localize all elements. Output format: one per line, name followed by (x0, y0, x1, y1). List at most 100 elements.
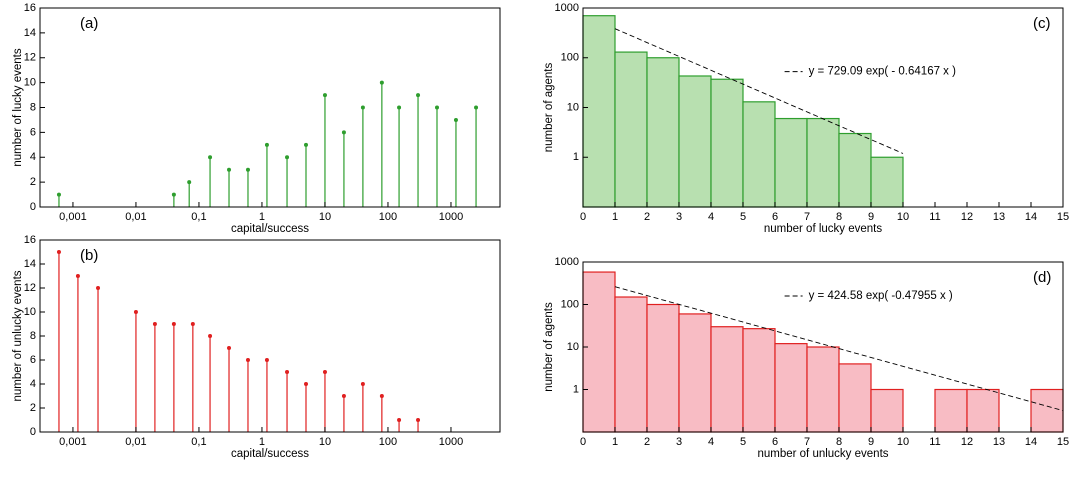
stem-dot (96, 286, 101, 290)
x-tick-label: 100 (379, 436, 397, 448)
y-tick-label: 8 (30, 330, 36, 342)
histogram-bar (678, 75, 712, 208)
stem-dot (264, 142, 269, 147)
fit-line (614, 28, 904, 154)
y-tick-label: 100 (561, 52, 579, 64)
y-tick-label: 2 (30, 402, 36, 414)
stem-dot (245, 358, 250, 362)
histogram-bar (742, 101, 776, 208)
x-tick-label: 7 (804, 436, 810, 448)
y-tick-label: 0 (30, 201, 36, 213)
stem-dot (303, 382, 308, 386)
y-axis-label: number of agents (543, 63, 555, 153)
x-tick-label: 1000 (439, 211, 463, 223)
histogram-bar (966, 388, 1000, 433)
y-tick-label: 8 (30, 101, 36, 113)
x-tick-label: 6 (772, 211, 778, 223)
stem-dot (190, 322, 195, 326)
histogram-bar (582, 15, 616, 208)
stem-dot (75, 274, 80, 278)
plot-frame (39, 239, 501, 433)
histogram-bar (646, 57, 680, 208)
x-tick-label: 15 (1057, 211, 1069, 223)
stem-dot (285, 155, 290, 160)
y-axis-label: number of unlucky events (12, 270, 24, 401)
y-tick-label: 10 (24, 77, 36, 89)
x-axis-label: capital/success (231, 448, 309, 460)
histogram-bar (774, 117, 808, 208)
y-tick-label: 16 (24, 234, 36, 246)
histogram-bar (710, 326, 744, 433)
stem-dot (303, 142, 308, 147)
fit-annotation: y = 729.09 exp( - 0.64167 x ) (809, 66, 957, 78)
x-tick-label: 12 (961, 436, 973, 448)
panel: 0,001 0,01 0,1 1 10 100 1000 0 2 4 6 8 10 12 14 16 capit… (12, 2, 501, 235)
histogram-bar (710, 78, 744, 208)
x-tick-label: 6 (772, 436, 778, 448)
y-tick-label: 1000 (555, 256, 579, 268)
histogram-bar (774, 343, 808, 433)
histogram-bar (806, 117, 840, 208)
stem-dot (56, 192, 61, 197)
stem-dot (152, 322, 157, 326)
y-tick-label: 14 (24, 258, 36, 270)
y-tick-label: 2 (30, 176, 36, 188)
y-tick-label: 1 (573, 383, 579, 395)
stem-dot (416, 418, 421, 422)
y-tick-label: 0 (30, 426, 36, 438)
histogram-bar (838, 363, 872, 433)
histogram-bar (646, 303, 680, 433)
stem-dot (227, 346, 232, 350)
y-tick-label: 1000 (555, 2, 579, 14)
y-tick-label: 10 (24, 306, 36, 318)
y-tick-label: 14 (24, 27, 36, 39)
panel-label: (b) (80, 247, 98, 264)
x-tick-label: 11 (929, 436, 940, 448)
x-tick-label: 11 (929, 211, 940, 223)
x-tick-label: 10 (319, 436, 331, 448)
y-tick-label: 16 (24, 2, 36, 14)
x-axis-label: number of lucky events (764, 223, 883, 235)
x-tick-label: 3 (676, 436, 682, 448)
histogram-bar (678, 313, 712, 433)
panel-label: (d) (1033, 269, 1051, 286)
stem-dot (474, 105, 479, 110)
stem-dot (397, 418, 402, 422)
x-tick-label: 1 (612, 211, 618, 223)
histogram-bar (614, 51, 648, 208)
x-tick-label: 1 (259, 436, 265, 448)
x-tick-label: 100 (379, 211, 397, 223)
y-tick-label: 10 (567, 101, 579, 113)
panel-label: (c) (1033, 15, 1051, 32)
x-tick-label: 5 (740, 211, 746, 223)
y-axis-label: number of agents (543, 302, 555, 392)
x-tick-label: 10 (897, 436, 909, 448)
stem-dot (171, 192, 176, 197)
y-tick-label: 6 (30, 126, 36, 138)
x-tick-label: 12 (961, 211, 973, 223)
histogram-bar (582, 271, 616, 433)
stem-dot (379, 394, 384, 398)
x-tick-label: 5 (740, 436, 746, 448)
stem-dot (341, 394, 346, 398)
x-tick-label: 0,001 (59, 436, 87, 448)
panel: y = 424.58 exp( -0.47955 x )0 1 2 3 4 5 6 7 8 9 10… (543, 256, 1069, 460)
y-tick-label: 4 (30, 378, 36, 390)
stem-dot (360, 382, 365, 386)
y-tick-label: 4 (30, 151, 36, 163)
x-tick-label: 1000 (439, 436, 463, 448)
stem-dot (264, 358, 269, 362)
y-tick-label: 100 (561, 298, 579, 310)
x-axis-label: number of unlucky events (757, 448, 888, 460)
y-tick-label: 12 (24, 52, 36, 64)
stem-dot (397, 105, 402, 110)
stem-dot (187, 180, 192, 185)
histogram-bar (742, 328, 776, 433)
stem-dot (208, 155, 213, 160)
histogram-bar (934, 388, 968, 433)
x-tick-label: 15 (1057, 436, 1069, 448)
x-tick-label: 0,1 (191, 211, 206, 223)
fit-line (614, 286, 1064, 412)
x-tick-label: 0,01 (125, 211, 146, 223)
